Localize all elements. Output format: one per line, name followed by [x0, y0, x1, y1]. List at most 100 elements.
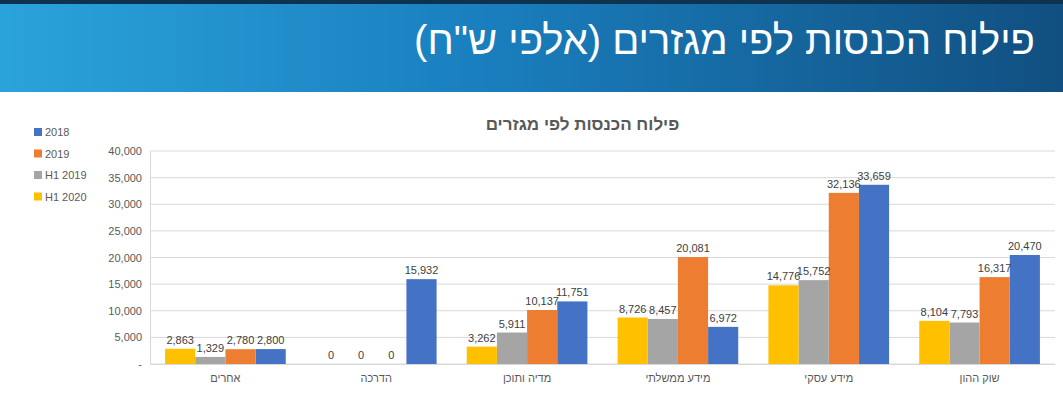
grid-line	[150, 257, 1055, 258]
data-label: 8,104	[921, 306, 949, 318]
x-tick-label: אחרים	[210, 372, 240, 384]
data-label: 2,780	[227, 334, 255, 346]
x-tick-label: מידע עסקי	[804, 372, 853, 384]
bar	[980, 277, 1010, 364]
bar	[376, 364, 406, 365]
legend-item: 2018	[34, 126, 69, 138]
x-tick-label: מידע ממשלתי	[645, 372, 710, 384]
bar	[195, 357, 225, 364]
bar	[256, 349, 286, 364]
legend-swatch	[34, 128, 42, 136]
bar	[829, 193, 859, 364]
legend-label: H1 2020	[45, 191, 87, 203]
x-axis-line	[151, 364, 1056, 365]
y-axis: - 5,000 10,000 15,000 20,000 25,000 30,000 35,0…	[108, 145, 150, 370]
bar	[859, 185, 889, 364]
y-tick: 15,000	[108, 278, 150, 290]
data-label: 15,932	[405, 264, 439, 276]
x-tick: שוק ההון	[960, 364, 1000, 384]
bar	[1010, 255, 1040, 364]
page-title: פילוח הכנסות לפי מגזרים (אלפי ש"ח)	[414, 18, 1035, 63]
bar	[165, 349, 195, 364]
legend-item: H1 2020	[34, 191, 87, 203]
data-label: 8,726	[619, 303, 647, 315]
y-axis-line	[150, 152, 151, 365]
y-tick-label: 25,000	[108, 225, 142, 237]
data-label: 3,262	[468, 332, 496, 344]
legend-label: H1 2019	[45, 169, 87, 181]
y-tick-label: 35,000	[108, 172, 142, 184]
grid-line	[150, 284, 1055, 285]
legend: 2018 2019 H1 2019 H1 2020	[34, 126, 87, 203]
data-labels: 2,800 15,932 11,751 6,972 33,659 20,470 2,780 0…	[166, 170, 1041, 361]
y-tick-label: 40,000	[108, 145, 142, 157]
legend-swatch	[34, 150, 42, 158]
data-label: 32,136	[827, 178, 861, 190]
data-label: 10,137	[525, 295, 559, 307]
y-tick: 5,000	[114, 331, 150, 343]
x-axis: אחרים הדרכה מדיה ותוכן מידע ממשלתי מידע עסקי…	[151, 364, 1056, 384]
bar	[768, 285, 798, 364]
data-label: 33,659	[857, 170, 891, 182]
y-tick-label: 5,000	[114, 331, 142, 343]
bar	[497, 333, 527, 364]
y-tick-label: -	[138, 358, 142, 370]
x-tick: הדרכה	[361, 364, 392, 384]
data-label: 2,800	[257, 334, 285, 346]
grid-line	[150, 310, 1055, 311]
legend-item: H1 2019	[34, 169, 87, 181]
bar	[467, 347, 497, 364]
bar	[708, 327, 738, 364]
bar	[648, 319, 678, 364]
legend-item: 2019	[34, 148, 69, 160]
bar	[557, 301, 587, 364]
x-tick-label: שוק ההון	[960, 372, 1000, 384]
y-tick: 30,000	[108, 198, 150, 210]
y-tick: 25,000	[108, 225, 150, 237]
legend-label: 2019	[45, 148, 69, 160]
data-label: 5,911	[499, 318, 526, 330]
y-tick: 20,000	[108, 252, 150, 264]
bar	[316, 364, 346, 365]
y-tick: 40,000	[108, 145, 150, 157]
data-label: 20,470	[1008, 240, 1042, 252]
bar	[949, 323, 979, 364]
data-label: 6,972	[709, 312, 737, 324]
bar	[919, 321, 949, 364]
x-tick: מידע ממשלתי	[645, 364, 710, 384]
data-label: 8,457	[649, 304, 677, 316]
bar	[406, 279, 436, 364]
chart-title: פילוח הכנסות לפי מגזרים	[486, 115, 680, 134]
data-label: 20,081	[676, 242, 710, 254]
bar	[799, 280, 829, 364]
data-label: 11,751	[556, 286, 589, 298]
data-label: 0	[328, 349, 334, 361]
legend-label: 2018	[45, 126, 69, 138]
y-tick-label: 20,000	[108, 252, 142, 264]
bars	[165, 185, 1040, 364]
data-label: 16,317	[978, 262, 1012, 274]
bar	[225, 349, 255, 364]
data-label: 1,329	[197, 342, 225, 354]
y-tick: -	[138, 358, 150, 370]
x-tick-label: הדרכה	[361, 372, 392, 384]
grid	[150, 151, 1055, 364]
legend-swatch	[34, 193, 42, 201]
data-label: 0	[358, 349, 364, 361]
banner: פילוח הכנסות לפי מגזרים (אלפי ש"ח)	[0, 0, 1063, 92]
y-tick: 10,000	[108, 305, 150, 317]
x-tick: מדיה ותוכן	[503, 364, 551, 384]
data-label: 15,752	[797, 265, 831, 277]
grid-line	[150, 177, 1055, 178]
data-label: 0	[388, 349, 394, 361]
bar	[618, 318, 648, 364]
x-tick: אחרים	[210, 364, 240, 384]
grid-line	[150, 230, 1055, 231]
grid-line	[150, 204, 1055, 205]
x-tick-label: מדיה ותוכן	[503, 372, 551, 384]
y-tick-label: 10,000	[108, 305, 142, 317]
y-tick-label: 15,000	[108, 278, 142, 290]
bar	[678, 257, 708, 364]
data-label: 14,776	[767, 270, 801, 282]
plot: - 5,000 10,000 15,000 20,000 25,000 30,000 35,0…	[108, 145, 1055, 384]
